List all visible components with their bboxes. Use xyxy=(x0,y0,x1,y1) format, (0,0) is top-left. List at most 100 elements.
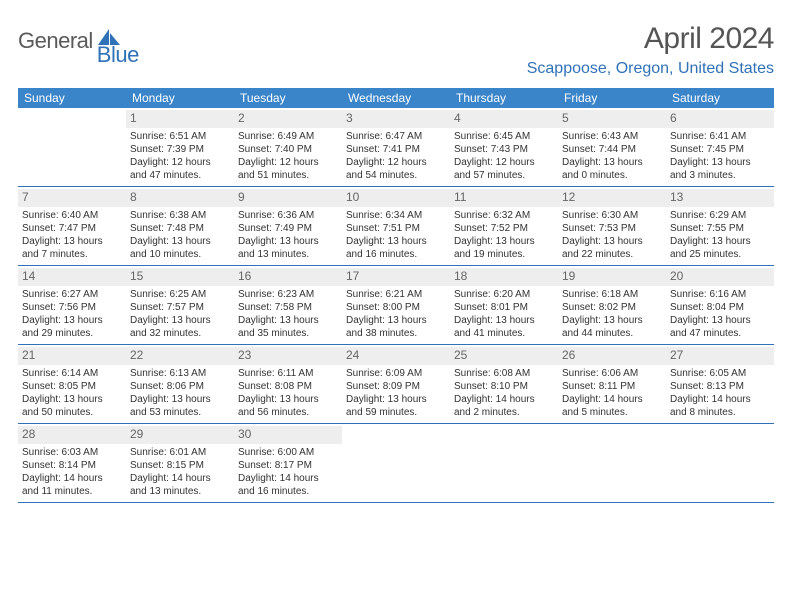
day-cell: 10Sunrise: 6:34 AMSunset: 7:51 PMDayligh… xyxy=(342,187,450,265)
sunset-text: Sunset: 7:48 PM xyxy=(130,222,230,235)
sunrise-text: Sunrise: 6:05 AM xyxy=(670,367,770,380)
sunset-text: Sunset: 7:55 PM xyxy=(670,222,770,235)
sunrise-text: Sunrise: 6:43 AM xyxy=(562,130,662,143)
day-cell: 15Sunrise: 6:25 AMSunset: 7:57 PMDayligh… xyxy=(126,266,234,344)
day-cell: 9Sunrise: 6:36 AMSunset: 7:49 PMDaylight… xyxy=(234,187,342,265)
sunset-text: Sunset: 8:04 PM xyxy=(670,301,770,314)
sunset-text: Sunset: 8:09 PM xyxy=(346,380,446,393)
sunset-text: Sunset: 8:14 PM xyxy=(22,459,122,472)
day-cell: 5Sunrise: 6:43 AMSunset: 7:44 PMDaylight… xyxy=(558,108,666,186)
day-number: 1 xyxy=(126,110,234,128)
daylight-text-2: and 54 minutes. xyxy=(346,169,446,182)
daylight-text-1: Daylight: 13 hours xyxy=(130,235,230,248)
daylight-text-2: and 19 minutes. xyxy=(454,248,554,261)
daylight-text-1: Daylight: 14 hours xyxy=(238,472,338,485)
day-number: 30 xyxy=(234,426,342,444)
day-number: 17 xyxy=(342,268,450,286)
sunrise-text: Sunrise: 6:36 AM xyxy=(238,209,338,222)
daylight-text-1: Daylight: 12 hours xyxy=(238,156,338,169)
daylight-text-2: and 41 minutes. xyxy=(454,327,554,340)
sunset-text: Sunset: 7:44 PM xyxy=(562,143,662,156)
day-number: 21 xyxy=(18,347,126,365)
daylight-text-2: and 57 minutes. xyxy=(454,169,554,182)
day-number: 3 xyxy=(342,110,450,128)
day-number: 22 xyxy=(126,347,234,365)
day-cell: 25Sunrise: 6:08 AMSunset: 8:10 PMDayligh… xyxy=(450,345,558,423)
day-number: 27 xyxy=(666,347,774,365)
sunrise-text: Sunrise: 6:29 AM xyxy=(670,209,770,222)
weekday-header: Saturday xyxy=(666,88,774,108)
daylight-text-1: Daylight: 13 hours xyxy=(346,314,446,327)
day-cell xyxy=(18,108,126,186)
sunset-text: Sunset: 8:15 PM xyxy=(130,459,230,472)
day-cell: 8Sunrise: 6:38 AMSunset: 7:48 PMDaylight… xyxy=(126,187,234,265)
sunset-text: Sunset: 7:49 PM xyxy=(238,222,338,235)
week-row: 21Sunrise: 6:14 AMSunset: 8:05 PMDayligh… xyxy=(18,345,774,424)
day-cell: 1Sunrise: 6:51 AMSunset: 7:39 PMDaylight… xyxy=(126,108,234,186)
daylight-text-1: Daylight: 13 hours xyxy=(454,235,554,248)
sunset-text: Sunset: 8:08 PM xyxy=(238,380,338,393)
weekday-header: Monday xyxy=(126,88,234,108)
day-cell: 11Sunrise: 6:32 AMSunset: 7:52 PMDayligh… xyxy=(450,187,558,265)
sunrise-text: Sunrise: 6:25 AM xyxy=(130,288,230,301)
sunrise-text: Sunrise: 6:20 AM xyxy=(454,288,554,301)
day-cell: 16Sunrise: 6:23 AMSunset: 7:58 PMDayligh… xyxy=(234,266,342,344)
day-cell xyxy=(666,424,774,502)
day-cell: 28Sunrise: 6:03 AMSunset: 8:14 PMDayligh… xyxy=(18,424,126,502)
day-number: 18 xyxy=(450,268,558,286)
day-cell: 12Sunrise: 6:30 AMSunset: 7:53 PMDayligh… xyxy=(558,187,666,265)
daylight-text-2: and 44 minutes. xyxy=(562,327,662,340)
day-cell: 17Sunrise: 6:21 AMSunset: 8:00 PMDayligh… xyxy=(342,266,450,344)
day-number: 24 xyxy=(342,347,450,365)
daylight-text-2: and 13 minutes. xyxy=(130,485,230,498)
day-cell: 23Sunrise: 6:11 AMSunset: 8:08 PMDayligh… xyxy=(234,345,342,423)
sunset-text: Sunset: 7:47 PM xyxy=(22,222,122,235)
sunrise-text: Sunrise: 6:08 AM xyxy=(454,367,554,380)
day-cell: 24Sunrise: 6:09 AMSunset: 8:09 PMDayligh… xyxy=(342,345,450,423)
daylight-text-2: and 59 minutes. xyxy=(346,406,446,419)
week-row: 28 Sunrise: 6:03 AMSunset: 8:14 PM Dayligh… xyxy=(18,424,774,503)
day-number: 23 xyxy=(234,347,342,365)
day-number: 6 xyxy=(666,110,774,128)
day-number: 20 xyxy=(666,268,774,286)
daylight-text-1: Daylight: 13 hours xyxy=(562,156,662,169)
day-cell: 13Sunrise: 6:29 AMSunset: 7:55 PMDayligh… xyxy=(666,187,774,265)
location-text: Scappoose, Oregon, United States xyxy=(527,60,774,78)
daylight-text-2: and 13 minutes. xyxy=(238,248,338,261)
weekday-header-row: SundayMondayTuesdayWednesdayThursdayFrid… xyxy=(18,88,774,108)
daylight-text-2: and 47 minutes. xyxy=(670,327,770,340)
daylight-text-1: Daylight: 14 hours xyxy=(562,393,662,406)
day-number: 14 xyxy=(18,268,126,286)
day-number: 2 xyxy=(234,110,342,128)
sunset-text: Sunset: 8:06 PM xyxy=(130,380,230,393)
daylight-text-2: and 16 minutes. xyxy=(238,485,338,498)
weekday-header: Tuesday xyxy=(234,88,342,108)
daylight-text-2: and 7 minutes. xyxy=(22,248,122,261)
day-number: 10 xyxy=(342,189,450,207)
day-cell: 21Sunrise: 6:14 AMSunset: 8:05 PMDayligh… xyxy=(18,345,126,423)
sunset-text: Sunset: 8:00 PM xyxy=(346,301,446,314)
sunrise-text: Sunrise: 6:06 AM xyxy=(562,367,662,380)
calendar-page: General Blue April 2024 Scappoose, Orego… xyxy=(0,0,792,503)
day-cell: 4Sunrise: 6:45 AMSunset: 7:43 PMDaylight… xyxy=(450,108,558,186)
day-number: 29 xyxy=(126,426,234,444)
day-number xyxy=(18,110,126,128)
daylight-text-2: and 35 minutes. xyxy=(238,327,338,340)
sunrise-text: Sunrise: 6:18 AM xyxy=(562,288,662,301)
daylight-text-2: and 8 minutes. xyxy=(670,406,770,419)
day-cell: 27Sunrise: 6:05 AMSunset: 8:13 PMDayligh… xyxy=(666,345,774,423)
daylight-text-1: Daylight: 14 hours xyxy=(130,472,230,485)
day-number: 12 xyxy=(558,189,666,207)
day-number xyxy=(450,426,558,444)
header: General Blue April 2024 Scappoose, Orego… xyxy=(18,22,774,78)
sunrise-text: Sunrise: 6:14 AM xyxy=(22,367,122,380)
sunrise-text: Sunrise: 6:27 AM xyxy=(22,288,122,301)
day-number: 28 xyxy=(18,426,126,444)
day-number: 8 xyxy=(126,189,234,207)
day-number: 15 xyxy=(126,268,234,286)
sunset-text: Sunset: 8:10 PM xyxy=(454,380,554,393)
sunset-text: Sunset: 8:13 PM xyxy=(670,380,770,393)
sunset-text: Sunset: 7:41 PM xyxy=(346,143,446,156)
sunrise-text: Sunrise: 6:03 AM xyxy=(22,446,122,459)
weeks-container: 1Sunrise: 6:51 AMSunset: 7:39 PMDaylight… xyxy=(18,108,774,503)
